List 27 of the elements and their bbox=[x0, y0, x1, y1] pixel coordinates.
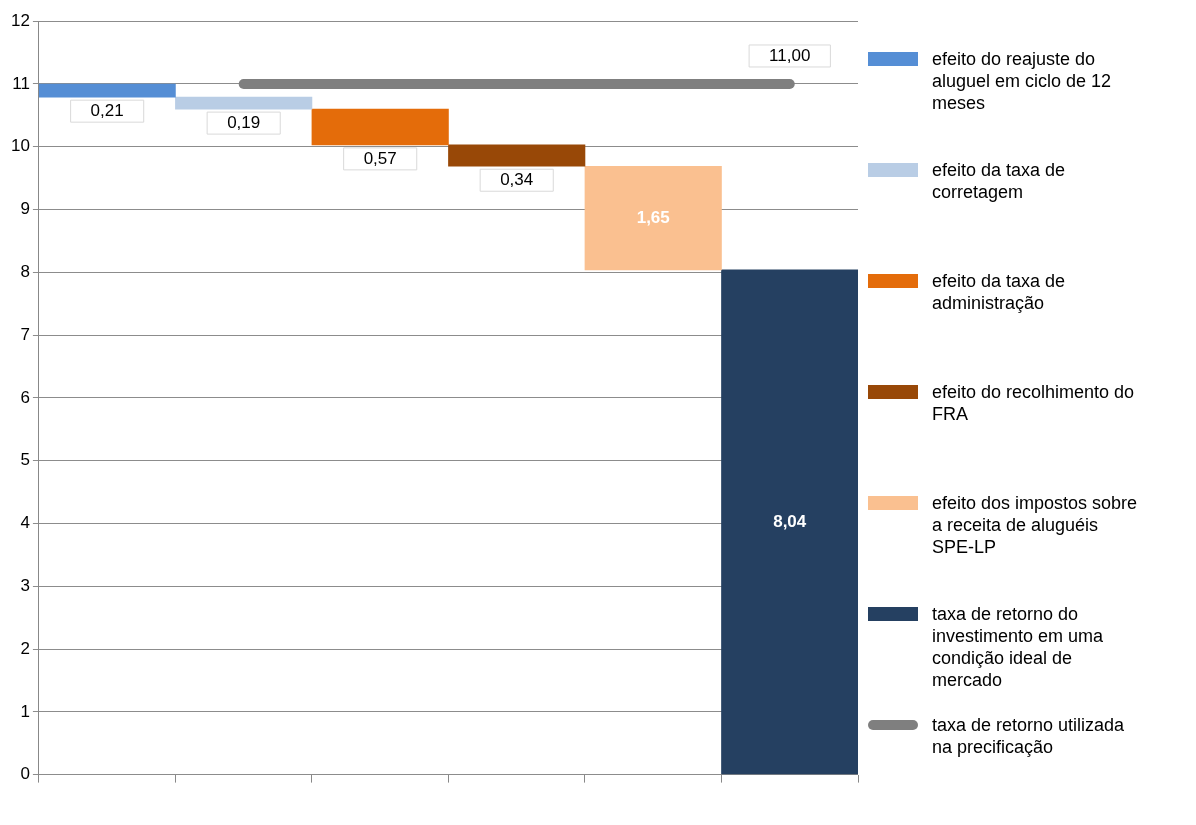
y-tick-label: 10 bbox=[10, 136, 30, 156]
y-tick-label: 0 bbox=[20, 764, 30, 784]
y-tick-label: 12 bbox=[10, 10, 30, 30]
legend-label: efeito dos impostos sobre a receita de aluguéis SPE-LP bbox=[932, 492, 1139, 558]
y-tick-label: 3 bbox=[20, 575, 30, 595]
data-label: 0,34 bbox=[500, 169, 534, 189]
data-label: 0,21 bbox=[90, 100, 124, 120]
y-tick-label: 9 bbox=[20, 199, 30, 219]
y-tick-label: 4 bbox=[20, 513, 30, 533]
y-tick-label: 8 bbox=[20, 262, 30, 282]
y-tick-label: 1 bbox=[20, 701, 30, 721]
legend-label: taxa de retorno do investimento em uma condição ideal de mercado bbox=[932, 603, 1105, 691]
data-label: 0,57 bbox=[363, 148, 397, 168]
y-tick-label: 5 bbox=[20, 450, 30, 470]
data-label: 0,19 bbox=[227, 112, 261, 132]
legend-label: efeito do reajuste do aluguel em ciclo de 12 meses bbox=[932, 48, 1113, 114]
y-tick-label: 11 bbox=[12, 73, 30, 93]
legend-label: efeito do recolhimento do FRA bbox=[932, 381, 1136, 425]
data-label: 11,00 bbox=[769, 45, 811, 65]
legend-label: taxa de retorno utilizada na precificação bbox=[932, 714, 1126, 758]
y-tick-label: 2 bbox=[20, 638, 30, 658]
data-label: 8,04 bbox=[773, 511, 807, 531]
y-tick-label: 6 bbox=[20, 387, 30, 407]
data-label: 1,65 bbox=[636, 207, 670, 227]
y-tick-label: 7 bbox=[20, 324, 30, 344]
legend-label: efeito da taxa de corretagem bbox=[932, 159, 1067, 203]
legend-label: efeito da taxa de administração bbox=[932, 270, 1067, 314]
